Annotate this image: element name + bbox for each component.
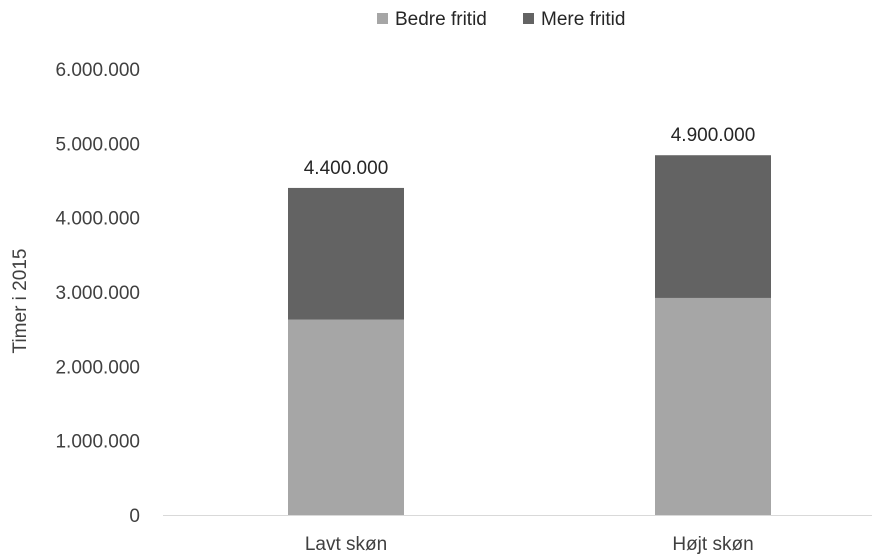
x-category-label: Højt skøn [672,534,753,555]
x-axis: Lavt skøn Højt skøn [305,534,754,555]
x-category-label: Lavt skøn [305,534,387,555]
bar-segment-mere-fritid [655,155,771,298]
bar-segment-bedre-fritid [655,297,771,515]
y-tick-label: 5.000.000 [55,134,140,155]
y-axis-title: Timer i 2015 [10,249,31,354]
y-tick-label: 2.000.000 [55,357,140,378]
y-axis: 0 1.000.000 2.000.000 3.000.000 4.000.000 5.0… [55,60,140,527]
legend-swatch [377,13,388,24]
y-tick-label: 0 [129,506,140,527]
legend-label: Mere fritid [541,9,625,30]
y-tick-label: 3.000.000 [55,283,140,304]
bar-segment-bedre-fritid [288,319,404,515]
legend-swatch [523,13,534,24]
bar-segment-mere-fritid [288,187,404,320]
total-data-label: 4.400.000 [304,158,389,179]
y-tick-label: 4.000.000 [55,209,140,230]
total-data-label: 4.900.000 [671,125,756,146]
legend: Bedre fritid Mere fritid [377,9,625,30]
y-tick-label: 6.000.000 [55,60,140,81]
bars: 4.400.000 4.900.000 [288,125,771,515]
y-tick-label: 1.000.000 [55,432,140,453]
legend-label: Bedre fritid [395,9,487,30]
